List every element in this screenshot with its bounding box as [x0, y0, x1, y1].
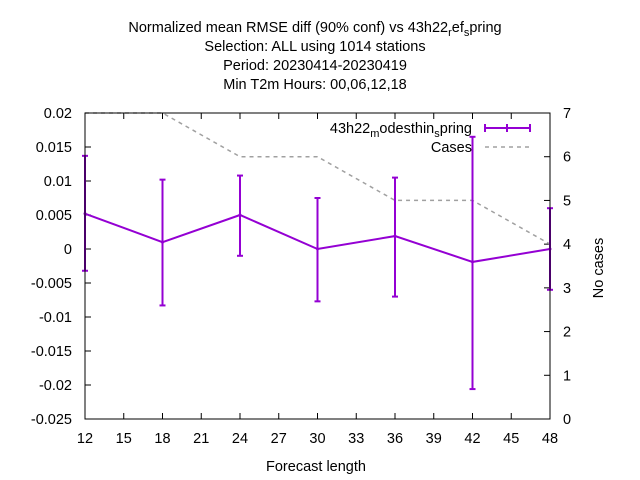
error-bar — [314, 197, 321, 303]
y-tick-label: 0.005 — [36, 208, 72, 224]
axes: 12 15 18 21 24 27 30 33 36 39 42 45 480.020.0150.010… — [31, 106, 571, 447]
x-tick-label: 21 — [193, 431, 209, 447]
chart-title-line2: Selection: ALL using 1014 stations — [204, 39, 425, 55]
x-axis-label: Forecast length — [266, 459, 366, 475]
y2-tick-label: 1 — [563, 368, 571, 384]
legend-label-cases: Cases — [431, 140, 472, 156]
y-tick-label: -0.005 — [31, 276, 72, 292]
data-point — [471, 260, 474, 264]
y-tick-label: -0.015 — [31, 344, 72, 360]
y2-tick-label: 6 — [563, 150, 571, 166]
error-bar — [159, 178, 166, 307]
legend-label-series1: 43h22modesthinspring — [330, 121, 472, 140]
y2-tick-label: 2 — [563, 325, 571, 341]
data-point — [316, 247, 319, 251]
y2-tick-label: 4 — [563, 237, 571, 253]
x-tick-label: 39 — [426, 431, 442, 447]
legend: 43h22modesthinspring Cases — [330, 121, 531, 156]
data-point — [238, 213, 242, 217]
y2-tick-label: 7 — [563, 106, 571, 122]
x-tick-label: 45 — [503, 431, 519, 447]
chart-title-line1: Normalized mean RMSE diff (90% conf) vs … — [128, 20, 501, 39]
x-tick-label: 30 — [309, 431, 325, 447]
y-tick-label: 0.015 — [36, 140, 72, 156]
x-tick-label: 24 — [232, 431, 248, 447]
x-tick-label: 12 — [77, 431, 93, 447]
chart-title-line4: Min T2m Hours: 00,06,12,18 — [223, 77, 407, 93]
x-tick-label: 36 — [387, 431, 403, 447]
y-tick-label: -0.02 — [39, 378, 72, 394]
y2-axis-label: No cases — [591, 238, 607, 298]
rmse-diff-series — [82, 135, 553, 391]
data-point — [393, 234, 397, 238]
y-tick-label: 0 — [64, 242, 72, 258]
x-tick-label: 33 — [348, 431, 364, 447]
data-point — [161, 240, 164, 244]
y-tick-label: -0.025 — [31, 412, 72, 428]
error-bar — [392, 176, 398, 298]
y2-tick-label: 3 — [563, 281, 571, 297]
error-bar — [469, 135, 476, 391]
x-tick-label: 18 — [154, 431, 170, 447]
error-bar — [237, 174, 243, 257]
x-tick-label: 48 — [542, 431, 558, 447]
x-tick-label: 15 — [116, 431, 132, 447]
y2-tick-label: 5 — [563, 193, 571, 209]
y-tick-label: -0.01 — [39, 310, 72, 326]
chart-title-line3: Period: 20230414-20230419 — [223, 58, 407, 74]
y2-tick-label: 0 — [563, 412, 571, 428]
y-tick-label: 0.01 — [44, 174, 72, 190]
plot-frame — [84, 112, 551, 420]
x-tick-label: 27 — [271, 431, 287, 447]
x-tick-label: 42 — [464, 431, 480, 447]
y-tick-label: 0.02 — [44, 106, 72, 122]
